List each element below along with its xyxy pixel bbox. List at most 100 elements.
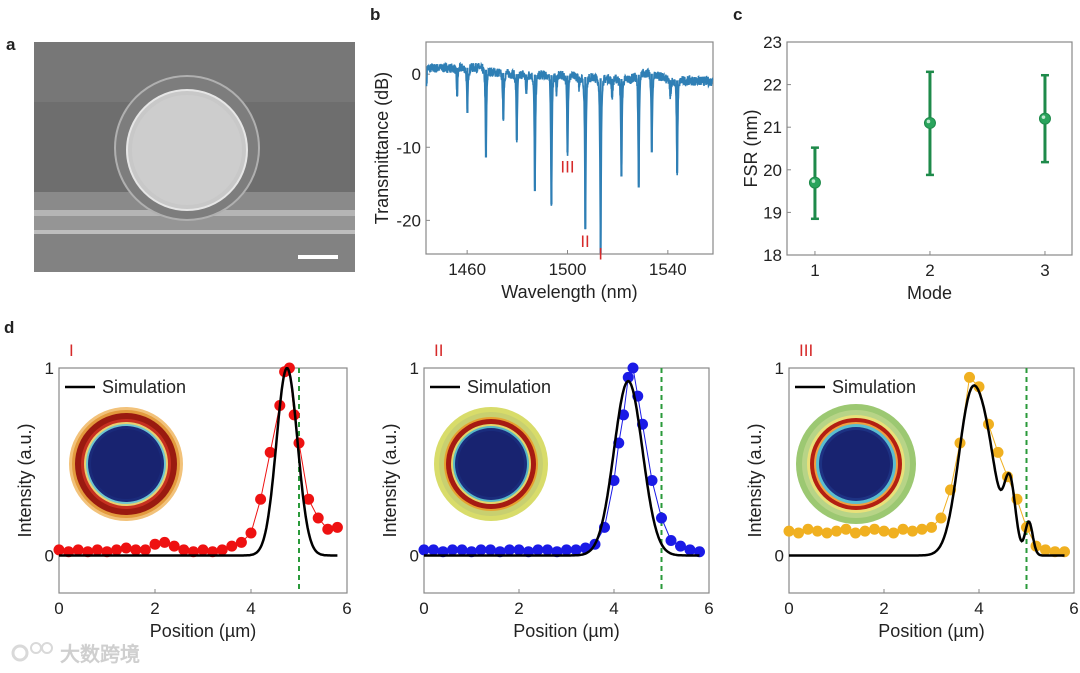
- measured-point: [926, 521, 937, 533]
- data-point-highlight: [1041, 115, 1046, 119]
- mode-III-profile-chart: 0 2 4 6 0 1 Position (µm) Intensity (a.u.) III Si…: [745, 341, 1079, 641]
- measured-point: [561, 544, 572, 556]
- y-tick-label: 20: [763, 161, 782, 180]
- measured-point: [255, 493, 267, 505]
- scale-bar: [298, 255, 338, 259]
- sem-image: [34, 42, 355, 272]
- mode-annotation: I: [598, 244, 603, 263]
- measured-point: [821, 527, 833, 539]
- panel-label-d: d: [4, 318, 14, 337]
- measured-point: [418, 544, 430, 556]
- y-tick-label: 22: [763, 76, 782, 95]
- measured-point: [916, 523, 928, 535]
- measured-point: [428, 544, 439, 556]
- measured-point: [303, 493, 315, 505]
- simulation-line: [424, 379, 700, 557]
- mode-label: II: [434, 341, 443, 360]
- measured-point: [197, 544, 209, 556]
- measured-point: [216, 544, 228, 556]
- spectrum-line: [425, 61, 714, 249]
- mode-label: III: [799, 341, 813, 360]
- measured-point: [53, 544, 65, 556]
- measured-point: [888, 527, 899, 539]
- measured-point: [907, 525, 918, 537]
- measured-point: [149, 538, 161, 550]
- x-tick-label: 1540: [649, 260, 687, 279]
- measured-point: [935, 512, 947, 524]
- measured-point: [992, 446, 1004, 458]
- fsr-point-1: [808, 146, 821, 221]
- measured-point: [859, 525, 871, 537]
- y-tick-label: 19: [763, 203, 782, 222]
- x-tick-label: 1460: [448, 260, 486, 279]
- field-ring: [458, 431, 524, 497]
- simulation-line: [789, 384, 1065, 557]
- field-ring: [91, 429, 161, 499]
- measured-point: [570, 544, 582, 556]
- measured-point: [226, 540, 238, 552]
- x-tick-label: 4: [974, 599, 983, 618]
- measured-point: [840, 523, 852, 535]
- y-tick-label: 18: [763, 246, 782, 265]
- y-tick-label: 1: [45, 359, 54, 378]
- panel-label-b: b: [370, 5, 380, 24]
- measured-point: [850, 527, 861, 539]
- measured-point: [111, 544, 123, 556]
- mode-field-inset: [796, 404, 916, 524]
- measured-point: [542, 544, 553, 556]
- measured-point: [656, 512, 667, 524]
- simulation-line: [59, 366, 338, 557]
- x-tick-label: 0: [54, 599, 63, 618]
- mode-II-profile-chart: 0 2 4 6 0 1 Position (µm) Intensity (a.u.) II Sim…: [380, 341, 714, 641]
- y-tick-label: 21: [763, 118, 782, 137]
- measured-point: [812, 525, 823, 537]
- measured-point: [235, 536, 247, 548]
- y-axis-label: Intensity (a.u.): [380, 423, 400, 537]
- measured-point: [312, 512, 324, 524]
- data-point-highlight: [926, 119, 931, 124]
- measured-point: [91, 544, 103, 556]
- field-ring: [822, 430, 890, 498]
- x-tick-label: 2: [514, 599, 523, 618]
- measured-point: [283, 362, 295, 374]
- x-axis-label: Position (µm): [513, 621, 619, 641]
- measured-point: [618, 409, 629, 421]
- x-tick-label: 0: [784, 599, 793, 618]
- x-tick-label: 2: [150, 599, 159, 618]
- x-axis-label: Position (µm): [150, 621, 256, 641]
- mode-annotation: III: [560, 157, 574, 176]
- mode-I-profile-chart: 0 2 4 6 0 1 Position (µm) Intensity (a.u.) I Simu…: [15, 341, 352, 641]
- measured-point: [646, 475, 658, 486]
- x-tick-label: 6: [704, 599, 713, 618]
- measured-point: [793, 527, 804, 539]
- measured-point: [675, 540, 686, 552]
- mode-field-inset: [69, 407, 183, 521]
- legend-label: Simulation: [102, 377, 186, 397]
- data-point-highlight: [811, 179, 816, 183]
- measured-point: [130, 544, 142, 556]
- plot-frame: [423, 367, 710, 594]
- y-tick-label: 1: [775, 359, 784, 378]
- measured-point: [1040, 544, 1051, 556]
- plot-frame: [425, 41, 714, 255]
- measured-point: [878, 525, 890, 537]
- measured-point: [485, 544, 496, 556]
- measured-point: [783, 525, 795, 537]
- fsr-point-2: [923, 70, 936, 177]
- watermark-text: 大数跨境: [60, 642, 140, 666]
- fsr-point-3: [1038, 73, 1051, 164]
- y-tick-label: 0: [775, 547, 784, 566]
- measured-point: [159, 536, 171, 548]
- x-axis-label: Mode: [907, 283, 952, 303]
- y-tick-label: 0: [412, 65, 421, 84]
- x-tick-label: 1: [810, 261, 819, 280]
- x-axis-label: Wavelength (nm): [501, 282, 637, 302]
- measured-point: [331, 521, 343, 533]
- plot-frame: [58, 367, 348, 594]
- measured-point: [264, 446, 276, 458]
- x-tick-label: 2: [925, 261, 934, 280]
- measured-point: [869, 523, 880, 535]
- measured-point: [513, 544, 525, 556]
- y-tick-label: -20: [396, 211, 421, 230]
